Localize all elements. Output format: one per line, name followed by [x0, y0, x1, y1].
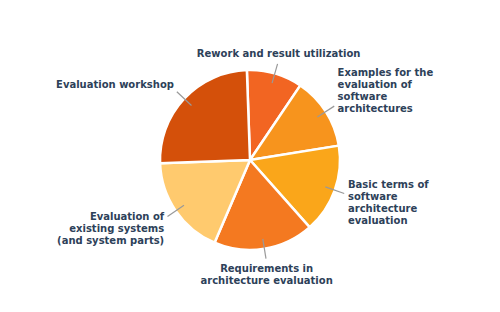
leader-line: [167, 205, 184, 216]
leader-line: [325, 187, 344, 194]
slice-label: Examples for theevaluation ofsoftwarearc…: [338, 67, 434, 114]
leader-line: [263, 239, 266, 259]
slice-label: Requirements inarchitecture evaluation: [200, 263, 332, 286]
chart-container: Rework and result utilization Examples fo…: [0, 0, 500, 312]
pie-chart: Rework and result utilization Examples fo…: [0, 0, 500, 312]
slice-label: Evaluation workshop: [56, 79, 174, 90]
leader-line: [272, 64, 278, 83]
slice-label: Rework and result utilization: [197, 48, 361, 59]
slice-label: Evaluation ofexisting systems(and system…: [57, 211, 165, 246]
leader-line: [177, 92, 192, 106]
slices: [160, 70, 340, 250]
leader-line: [317, 106, 334, 117]
slice-label: Basic terms ofsoftwarearchitectureevalua…: [348, 179, 429, 226]
labels: Rework and result utilization Examples fo…: [56, 48, 433, 285]
pie-slice: [160, 160, 250, 243]
